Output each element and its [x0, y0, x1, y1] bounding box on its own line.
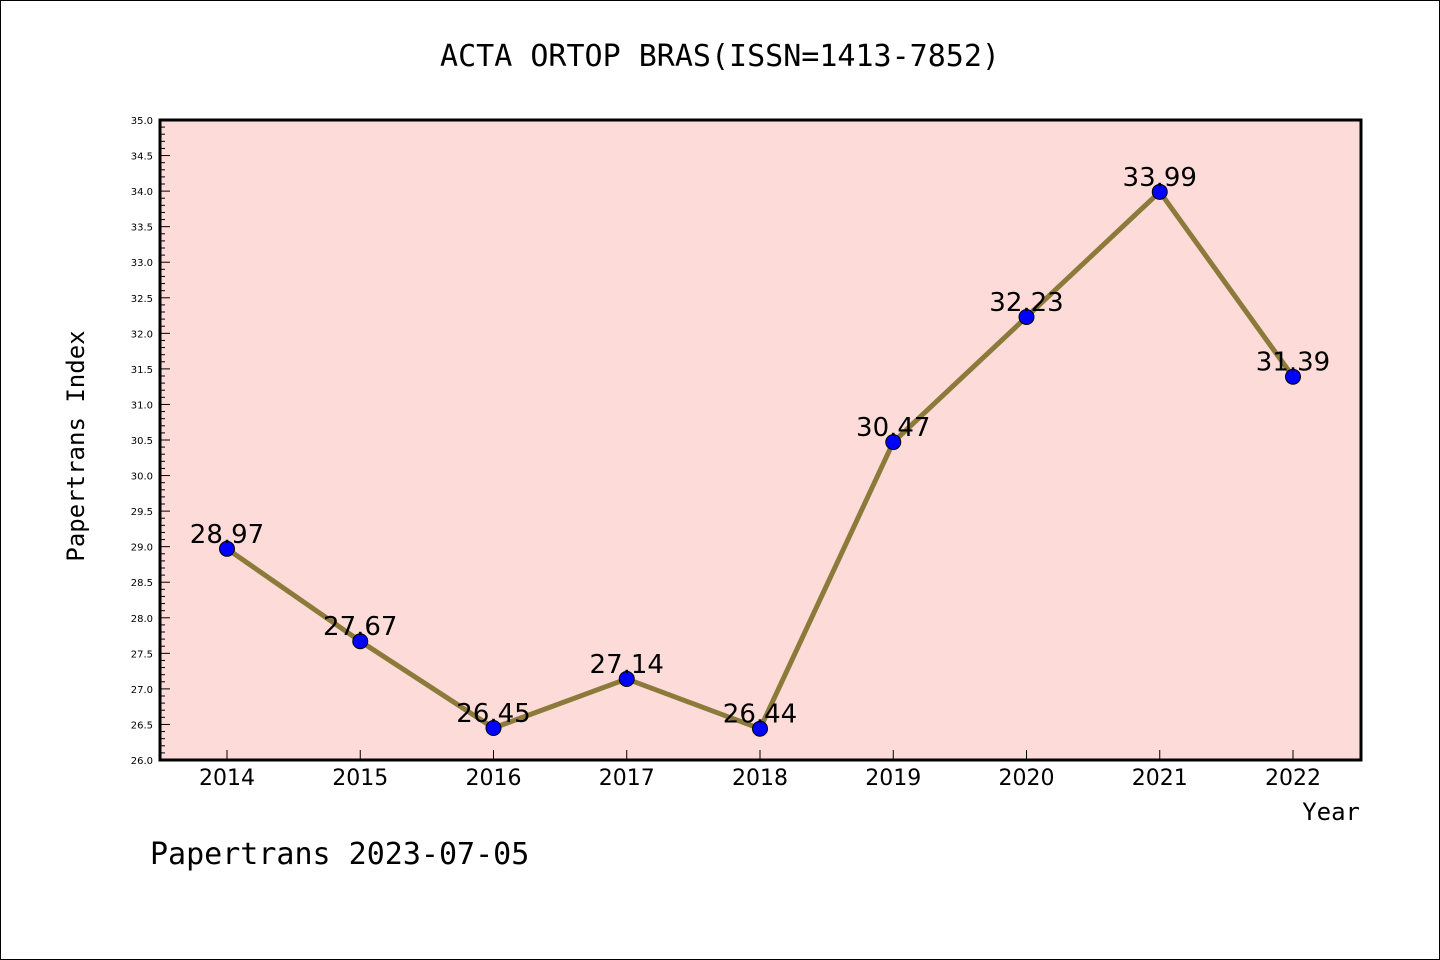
data-label: 28.97	[190, 520, 264, 550]
y-tick-label: 27.5	[131, 649, 153, 660]
data-point	[752, 720, 768, 737]
y-tick-label: 32.5	[131, 294, 153, 305]
y-tick-label: 31.5	[131, 365, 153, 376]
data-label: 31.39	[1256, 348, 1330, 378]
data-point	[485, 720, 502, 736]
x-axis-label: Year	[1302, 798, 1360, 826]
data-point	[885, 434, 902, 451]
data-label: 32.23	[989, 288, 1063, 318]
x-tick-label: 2018	[732, 766, 788, 791]
y-tick-label: 33.5	[131, 223, 153, 234]
data-point	[618, 670, 635, 687]
x-tick-label: 2020	[999, 766, 1055, 791]
y-tick-label: 29.0	[131, 543, 153, 554]
series-markers	[219, 183, 1301, 737]
data-label: 26.45	[456, 699, 530, 729]
y-tick-label: 34.0	[131, 187, 153, 198]
y-tick-label: 33.0	[131, 258, 153, 269]
y-tick-label: 30.0	[131, 472, 153, 483]
data-label: 27.67	[323, 612, 397, 642]
data-label: 26.44	[723, 700, 797, 730]
y-tick-label: 32.0	[131, 329, 153, 340]
y-tick-label: 26.0	[131, 756, 153, 767]
x-axis: 2014 2015 2016 2017 2018 2019 2020 2021 2022	[199, 750, 1321, 791]
data-point	[352, 633, 369, 650]
data-point	[1018, 308, 1035, 325]
y-tick-label: 29.5	[131, 507, 153, 518]
y-tick-label: 31.0	[131, 400, 153, 411]
y-axis: 26.0 26.5 27.0 27.5 28.0 28.5 29.0 29.5 30.0 30.5…	[131, 116, 170, 767]
y-tick-label: 35.0	[131, 116, 153, 127]
data-point	[1285, 368, 1301, 385]
footer-text: Papertrans 2023-07-05	[150, 837, 529, 872]
y-tick-label: 27.0	[131, 685, 153, 696]
x-tick-label: 2014	[199, 766, 255, 791]
data-label: 30.47	[856, 413, 930, 443]
data-point	[219, 540, 235, 557]
chart-title: ACTA ORTOP BRAS(ISSN=1413-7852)	[440, 39, 1000, 74]
y-tick-label: 30.5	[131, 436, 153, 447]
x-tick-label: 2019	[865, 766, 921, 791]
x-tick-label: 2021	[1132, 766, 1188, 791]
plot-area	[160, 120, 1361, 760]
x-tick-label: 2017	[599, 766, 655, 791]
x-tick-label: 2016	[466, 766, 522, 791]
x-tick-label: 2015	[332, 766, 388, 791]
y-axis-label: Papertrans Index	[62, 330, 90, 561]
data-label: 33.99	[1123, 163, 1197, 193]
y-tick-label: 34.5	[131, 152, 153, 163]
y-tick-label: 28.5	[131, 578, 153, 589]
y-tick-label: 26.5	[131, 720, 153, 731]
data-label: 27.14	[590, 650, 664, 680]
data-labels: 28.97 27.67 26.45 27.14 26.44 30.47 32.23 33.99…	[190, 163, 1330, 730]
x-tick-label: 2022	[1265, 766, 1321, 791]
plot-border	[158, 118, 1363, 762]
data-point	[1151, 183, 1168, 200]
y-tick-label: 28.0	[131, 614, 153, 625]
